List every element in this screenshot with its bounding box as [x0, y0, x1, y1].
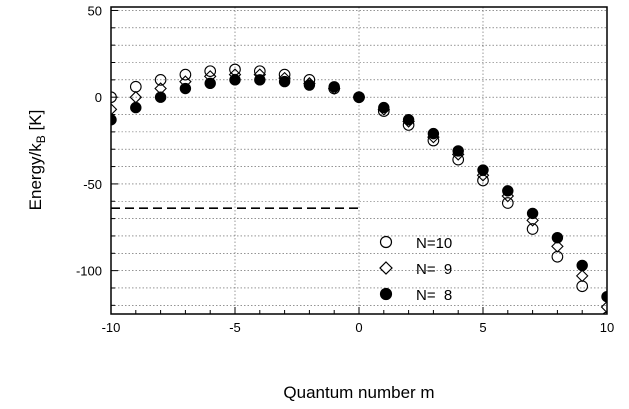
- point-n8: [278, 75, 291, 88]
- y-tick-label: 50: [88, 3, 102, 18]
- point-n8: [551, 231, 564, 244]
- point-n9: [575, 269, 589, 283]
- point-n8: [427, 127, 440, 140]
- point-n8: [111, 114, 117, 126]
- legend: N=10 N= 9 N= 8: [379, 235, 452, 304]
- legend-label-n8: N= 8: [416, 287, 452, 304]
- point-n10: [526, 223, 539, 235]
- legend-label-n9: N= 9: [416, 261, 452, 278]
- point-n8: [402, 114, 415, 126]
- point-n8: [254, 74, 266, 86]
- y-axis-title-subscript: B: [34, 135, 48, 143]
- y-axis-title: Energy/kB [K]: [26, 110, 48, 211]
- point-n8: [526, 207, 539, 220]
- x-tick-label: -5: [229, 320, 241, 335]
- point-n8: [179, 82, 192, 95]
- point-n10: [179, 68, 192, 81]
- legend-marker-n8: [379, 287, 393, 301]
- point-n8: [303, 79, 316, 91]
- point-n8: [576, 259, 588, 272]
- point-n10: [576, 280, 589, 293]
- point-n10: [501, 197, 514, 209]
- point-n8: [452, 145, 464, 157]
- point-n8: [353, 91, 365, 103]
- x-tick-label: 10: [600, 320, 614, 335]
- point-n8: [130, 101, 142, 114]
- point-n8: [601, 290, 607, 303]
- point-n8: [502, 185, 514, 197]
- point-n9: [111, 103, 118, 116]
- point-n10: [111, 91, 117, 104]
- x-axis-title: Quantum number m: [283, 383, 434, 402]
- y-tick-label: -50: [83, 177, 102, 192]
- x-tick-label: 0: [355, 320, 362, 335]
- point-n8: [204, 77, 216, 90]
- point-n10: [154, 73, 167, 86]
- point-n8: [328, 81, 340, 93]
- y-tick-label: 0: [95, 90, 102, 105]
- grid: [111, 7, 607, 314]
- y-tick-label: -100: [76, 264, 102, 279]
- y-axis-title-unit: [K]: [26, 110, 45, 136]
- point-n8: [154, 91, 167, 103]
- y-axis-title-main: Energy/k: [26, 143, 45, 211]
- point-n8: [378, 101, 390, 114]
- point-n8: [229, 74, 241, 86]
- legend-label-n10: N=10: [416, 235, 452, 252]
- x-tick-label: 5: [479, 320, 486, 335]
- point-n8: [477, 164, 489, 176]
- data-points: [111, 63, 607, 314]
- point-n9: [600, 300, 607, 314]
- x-tick-label: -10: [102, 320, 121, 335]
- legend-marker-n10: [379, 235, 393, 249]
- point-n9: [526, 214, 539, 227]
- legend-marker-n9: [379, 261, 393, 275]
- point-n10: [129, 80, 142, 93]
- point-n10: [551, 250, 564, 263]
- point-n10: [204, 65, 217, 78]
